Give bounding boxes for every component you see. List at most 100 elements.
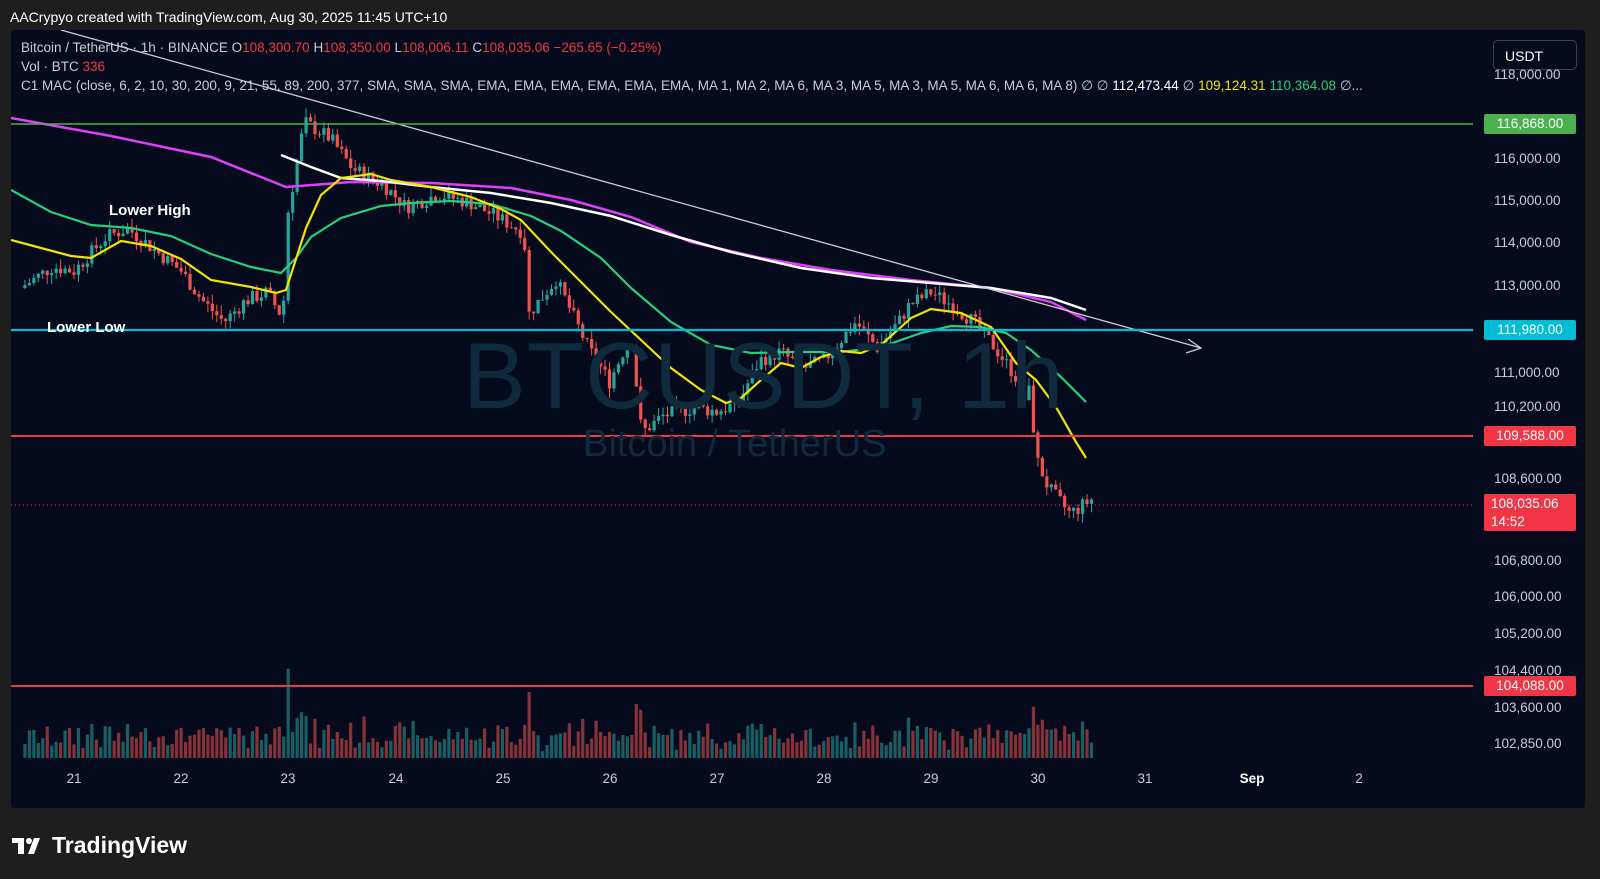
volume-bar: [179, 727, 183, 758]
volume-bar: [241, 735, 246, 758]
candle-body: [656, 416, 661, 421]
volume-bar: [474, 740, 478, 758]
volume-bar: [478, 738, 482, 758]
candle-body: [683, 406, 687, 416]
close-value: 108,035.06: [482, 40, 550, 55]
volume-bar: [875, 735, 879, 758]
volume-bar: [1085, 729, 1089, 758]
volume-bar: [625, 736, 629, 758]
candle-body: [567, 295, 571, 308]
volume-bar: [710, 739, 714, 758]
candle-body: [603, 366, 607, 370]
candle-body: [978, 317, 982, 329]
candle-body: [781, 348, 786, 350]
time-tick: 26: [602, 771, 618, 786]
candle-body: [951, 303, 955, 314]
candle-body: [384, 183, 388, 195]
candle-body: [1080, 499, 1085, 514]
candle-body: [32, 277, 36, 283]
candle-body: [509, 227, 513, 229]
volume-bar: [723, 742, 728, 758]
red-level-tag-upper[interactable]: 109,588.00: [1484, 426, 1576, 446]
candle-body: [393, 190, 397, 198]
tradingview-logo[interactable]: TradingView: [12, 832, 187, 859]
cyan-level-tag[interactable]: 111,980.00: [1484, 320, 1576, 340]
volume-label: Vol · BTC: [21, 59, 79, 74]
annotation-lower-low[interactable]: Lower Low: [47, 319, 126, 336]
symbol-legend[interactable]: Bitcoin / TetherUS · 1h · BINANCE O108,3…: [21, 40, 662, 55]
price-tick: 108,600.00: [1494, 471, 1562, 486]
price-tick: 110,200.00: [1494, 399, 1561, 414]
volume-bar: [902, 746, 906, 758]
volume-bar: [219, 730, 223, 758]
chart-canvas[interactable]: [11, 30, 1585, 808]
volume-bar: [384, 740, 388, 758]
candle-body: [228, 313, 232, 322]
candle-body: [866, 328, 870, 335]
chart-pane[interactable]: BTCUSDT, 1h Bitcoin / TetherUS Bitcoin /…: [11, 30, 1585, 808]
volume-bar: [590, 738, 594, 758]
candle-body: [665, 414, 670, 417]
candle-body: [545, 294, 549, 300]
volume-bar: [152, 746, 156, 758]
candle-body: [313, 121, 317, 135]
price-tick: 113,000.00: [1494, 278, 1561, 293]
volume-bar: [157, 737, 161, 758]
indicator-legend[interactable]: C1 MAC (close, 6, 2, 10, 30, 200, 9, 21,…: [21, 78, 1363, 94]
volume-bar: [304, 716, 308, 758]
red-level-tag-lower[interactable]: 104,088.00: [1484, 676, 1576, 696]
tradingview-logo-icon: [12, 837, 40, 854]
currency-button[interactable]: USDT: [1493, 40, 1577, 70]
volume-bar: [1018, 732, 1022, 758]
change-value: −265.65 (−0.25%): [553, 40, 662, 55]
candle-body: [442, 198, 446, 201]
volume-bar: [518, 738, 522, 758]
volume-bar: [719, 748, 723, 758]
time-tick: 21: [66, 771, 82, 786]
candle-body: [906, 302, 911, 319]
volume-bar: [670, 728, 674, 758]
candle-body: [447, 191, 451, 199]
volume-bar: [822, 741, 826, 758]
volume-bar: [706, 723, 710, 758]
volume-bar: [286, 668, 290, 758]
volume-bar: [581, 718, 585, 758]
candle-body: [969, 314, 973, 324]
candle-body: [773, 350, 777, 360]
volume-bar: [889, 742, 893, 758]
candle-body: [661, 414, 665, 417]
volume-bar: [933, 730, 937, 758]
candle-body: [759, 357, 763, 370]
candle-body: [590, 339, 594, 349]
green-level-tag[interactable]: 116,868.00: [1484, 114, 1576, 134]
candle-body: [67, 268, 72, 273]
candle-body: [130, 227, 134, 233]
volume-bar: [496, 725, 500, 758]
volume-bar: [103, 726, 107, 758]
candle-body: [273, 292, 277, 306]
volume-bar: [576, 731, 580, 758]
volume-bar: [1072, 732, 1076, 758]
volume-bar: [929, 728, 933, 758]
candle-body: [652, 420, 656, 431]
volume-bar: [482, 728, 487, 758]
annotation-lower-high[interactable]: Lower High: [109, 202, 191, 219]
indicator-value-green: 110,364.08: [1269, 78, 1337, 93]
volume-bar: [1076, 740, 1080, 758]
candle-body: [1005, 359, 1009, 361]
open-value: 108,300.70: [242, 40, 310, 55]
time-tick: 23: [280, 771, 296, 786]
volume-legend[interactable]: Vol · BTC 336: [21, 59, 105, 74]
volume-bar: [572, 745, 576, 758]
time-tick: 24: [388, 771, 404, 786]
candle-body: [715, 409, 719, 415]
volume-bar: [375, 741, 380, 758]
volume-bar: [750, 723, 754, 758]
volume-bar: [955, 731, 960, 758]
candle-body: [706, 406, 710, 416]
candle-body: [1036, 432, 1040, 458]
volume-bar: [130, 736, 134, 758]
volume-bar: [915, 726, 920, 758]
candle-body: [255, 291, 259, 301]
candle-body: [964, 319, 969, 324]
